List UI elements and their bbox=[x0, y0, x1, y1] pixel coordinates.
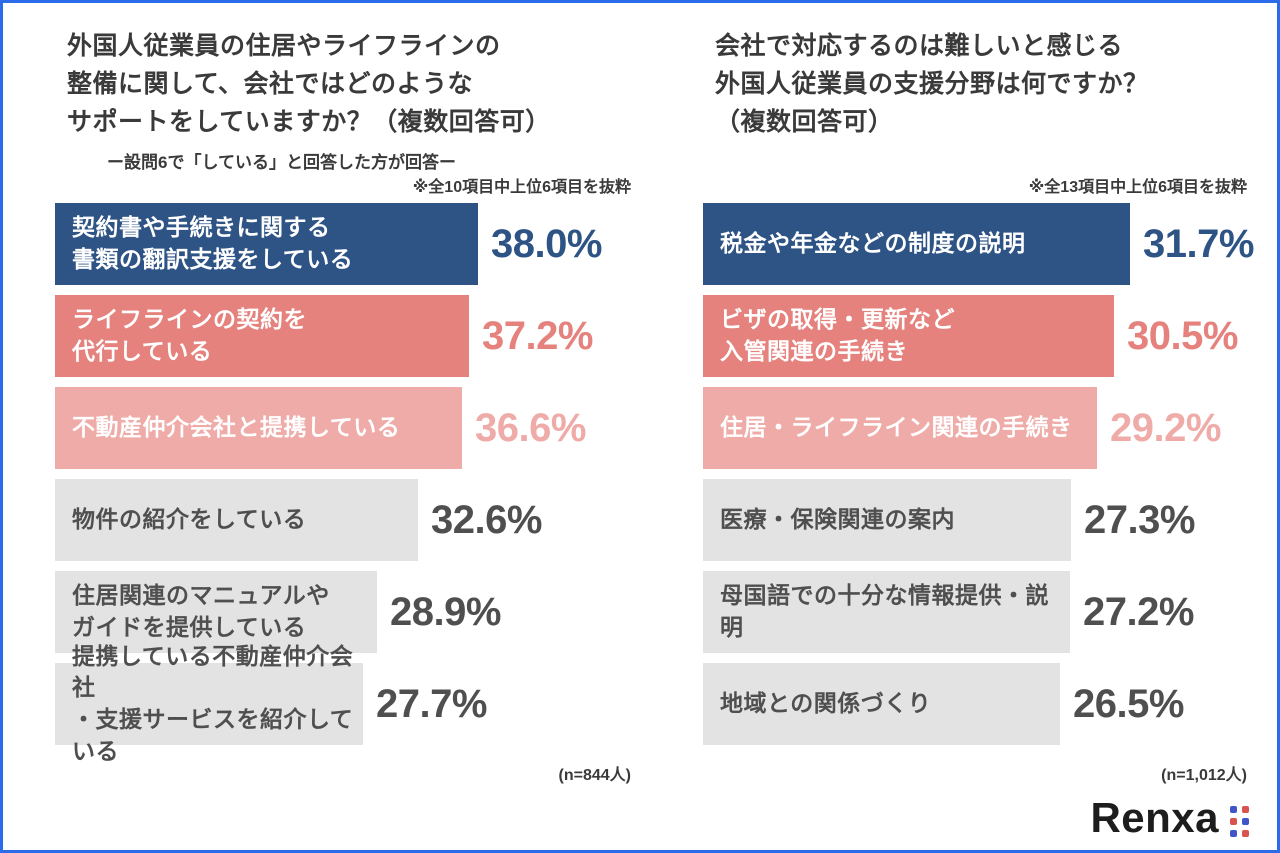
chart-left-note: ※全10項目中上位6項目を抜粋 bbox=[412, 179, 631, 196]
bar-value: 26.5% bbox=[1073, 681, 1184, 726]
logo-dot bbox=[1242, 817, 1249, 825]
sample-size-note: (n=844人) bbox=[558, 767, 631, 784]
bar-row: 税金や年金などの制度の説明 31.7% bbox=[703, 203, 1263, 285]
bar-value: 28.9% bbox=[390, 589, 501, 634]
sample-size-note: (n=1,012人) bbox=[1161, 767, 1247, 784]
logo-dot bbox=[1230, 805, 1237, 813]
bar-row: 住居関連のマニュアルや ガイドを提供している 28.9% bbox=[55, 571, 647, 653]
chart-right-title: 会社で対応するのは難しいと感じる 外国人従業員の支援分野は何ですか？ （複数回答… bbox=[715, 32, 1149, 136]
bar-label: ビザの取得・更新など 入管関連の手続き bbox=[720, 306, 955, 364]
bar-label: 契約書や手続きに関する 書類の翻訳支援をしている bbox=[72, 214, 354, 272]
bar: 不動産仲介会社と提携している bbox=[55, 387, 462, 469]
bar: 税金や年金などの制度の説明 bbox=[703, 203, 1130, 285]
bar-label: 地域との関係づくり bbox=[720, 690, 932, 717]
renxa-logo: Renxa bbox=[1090, 794, 1249, 842]
logo-dot bbox=[1242, 805, 1249, 813]
bar-value: 27.3% bbox=[1084, 497, 1195, 542]
bar-value: 38.0% bbox=[491, 221, 602, 266]
bar: 契約書や手続きに関する 書類の翻訳支援をしている bbox=[55, 203, 478, 285]
logo-dot bbox=[1230, 829, 1237, 837]
bar: 住居関連のマニュアルや ガイドを提供している bbox=[55, 571, 377, 653]
bar: 母国語での十分な情報提供・説明 bbox=[703, 571, 1070, 653]
bar: 医療・保険関連の案内 bbox=[703, 479, 1071, 561]
chart-right-bars: 税金や年金などの制度の説明 31.7% ビザの取得・更新など 入管関連の手続き … bbox=[703, 203, 1263, 755]
logo-dot bbox=[1230, 817, 1237, 825]
bar-label: 物件の紹介をしている bbox=[72, 506, 307, 533]
bar-row: 医療・保険関連の案内 27.3% bbox=[703, 479, 1263, 561]
bar-value: 29.2% bbox=[1110, 405, 1221, 450]
bar-label: 住居関連のマニュアルや ガイドを提供している bbox=[72, 582, 330, 640]
chart-left-header: 外国人従業員の住居やライフラインの 整備に関して、会社ではどのような サポートを… bbox=[55, 27, 647, 172]
bar-row: 住居・ライフライン関連の手続き 29.2% bbox=[703, 387, 1263, 469]
bar-row: ライフラインの契約を 代行している 37.2% bbox=[55, 295, 647, 377]
bar-value: 31.7% bbox=[1143, 221, 1254, 266]
chart-left: 外国人従業員の住居やライフラインの 整備に関して、会社ではどのような サポートを… bbox=[55, 27, 647, 826]
bar: ライフラインの契約を 代行している bbox=[55, 295, 469, 377]
chart-right-note: ※全13項目中上位6項目を抜粋 bbox=[1028, 179, 1247, 196]
bar-label: 住居・ライフライン関連の手続き bbox=[720, 414, 1073, 441]
bar-label: 医療・保険関連の案内 bbox=[720, 506, 955, 533]
bar: 住居・ライフライン関連の手続き bbox=[703, 387, 1097, 469]
renxa-logo-dots-icon bbox=[1230, 805, 1249, 837]
bar-row: 母国語での十分な情報提供・説明 27.2% bbox=[703, 571, 1263, 653]
bar: 地域との関係づくり bbox=[703, 663, 1060, 745]
bar: ビザの取得・更新など 入管関連の手続き bbox=[703, 295, 1114, 377]
bar-label: 提携している不動産仲介会社 ・支援サービスを紹介している bbox=[72, 642, 354, 764]
bar-row: 物件の紹介をしている 32.6% bbox=[55, 479, 647, 561]
chart-left-bars: 契約書や手続きに関する 書類の翻訳支援をしている 38.0% ライフラインの契約… bbox=[55, 203, 647, 764]
bar-value: 36.6% bbox=[475, 405, 586, 450]
bar-value: 27.7% bbox=[376, 681, 487, 726]
logo-dot bbox=[1242, 829, 1249, 837]
bar-row: 地域との関係づくり 26.5% bbox=[703, 663, 1263, 745]
bar: 提携している不動産仲介会社 ・支援サービスを紹介している bbox=[55, 643, 363, 764]
bar-label: 母国語での十分な情報提供・説明 bbox=[720, 582, 1049, 640]
bar-row: 不動産仲介会社と提携している 36.6% bbox=[55, 387, 647, 469]
bar-value: 37.2% bbox=[482, 313, 593, 358]
chart-left-subtitle: ー設問6で「している」と回答した方が回答ー bbox=[107, 153, 456, 172]
bar-label: 不動産仲介会社と提携している bbox=[72, 414, 401, 441]
chart-left-title: 外国人従業員の住居やライフラインの 整備に関して、会社ではどのような サポートを… bbox=[67, 32, 551, 136]
bar-row: 提携している不動産仲介会社 ・支援サービスを紹介している 27.7% bbox=[55, 643, 647, 764]
bar-label: ライフラインの契約を 代行している bbox=[72, 306, 307, 364]
bar-value: 30.5% bbox=[1127, 313, 1238, 358]
renxa-logo-text: Renxa bbox=[1090, 794, 1219, 841]
bar-value: 32.6% bbox=[431, 497, 542, 542]
bar-row: 契約書や手続きに関する 書類の翻訳支援をしている 38.0% bbox=[55, 203, 647, 285]
bar-value: 27.2% bbox=[1083, 589, 1194, 634]
bar: 物件の紹介をしている bbox=[55, 479, 418, 561]
chart-right: 会社で対応するのは難しいと感じる 外国人従業員の支援分野は何ですか？ （複数回答… bbox=[703, 27, 1263, 826]
bar-row: ビザの取得・更新など 入管関連の手続き 30.5% bbox=[703, 295, 1263, 377]
chart-right-header: 会社で対応するのは難しいと感じる 外国人従業員の支援分野は何ですか？ （複数回答… bbox=[703, 27, 1263, 169]
bar-label: 税金や年金などの制度の説明 bbox=[720, 230, 1026, 257]
